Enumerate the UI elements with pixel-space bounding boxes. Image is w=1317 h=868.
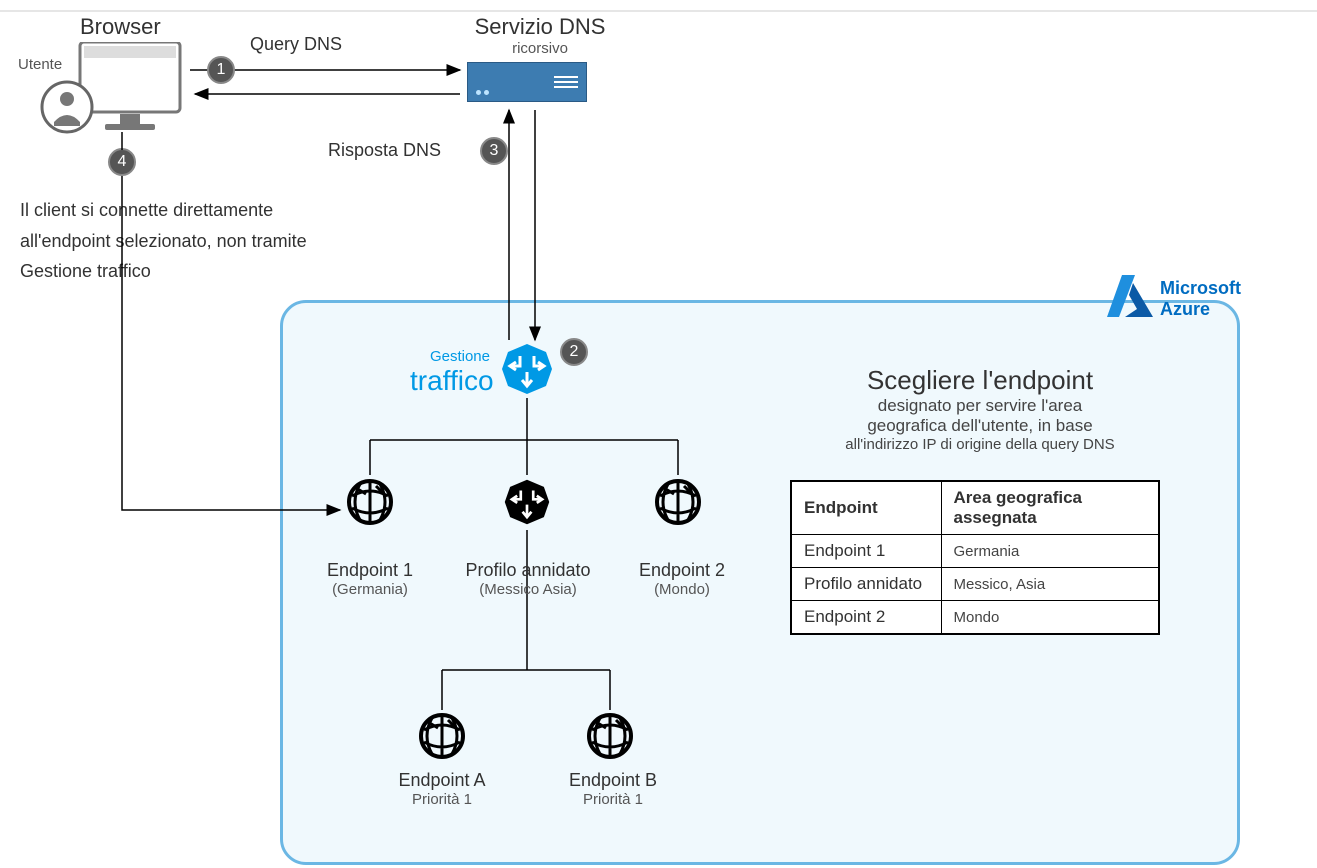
table-row: Endpoint 1 Germania bbox=[791, 535, 1159, 568]
endpoint-a-icon bbox=[418, 712, 466, 765]
table-title-block: Scegliere l'endpoint designato per servi… bbox=[790, 365, 1170, 453]
query-dns-label: Query DNS bbox=[250, 34, 342, 55]
risposta-dns-label: Risposta DNS bbox=[328, 140, 441, 161]
browser-label: Browser bbox=[80, 14, 161, 40]
endpoint-2-icon bbox=[654, 478, 702, 531]
traffic-manager-label: Gestione traffico bbox=[410, 348, 490, 397]
endpoint-1-label: Endpoint 1 (Germania) bbox=[310, 560, 430, 598]
endpoint-2-label: Endpoint 2 (Mondo) bbox=[622, 560, 742, 598]
azure-logo bbox=[1105, 273, 1155, 324]
dns-service-label: Servizio DNS ricorsivo bbox=[450, 14, 630, 57]
table-header-endpoint: Endpoint bbox=[791, 481, 941, 535]
user-icon bbox=[40, 80, 94, 139]
endpoint-assignment-table: Endpoint Area geografica assegnata Endpo… bbox=[790, 480, 1160, 635]
table-header-area: Area geografica assegnata bbox=[941, 481, 1159, 535]
dns-server-icon bbox=[467, 62, 587, 102]
nested-profile-label: Profilo annidato (Messico Asia) bbox=[433, 560, 623, 598]
endpoint-b-icon bbox=[586, 712, 634, 765]
step-3-badge: 3 bbox=[480, 137, 508, 165]
step-2-badge: 2 bbox=[560, 338, 588, 366]
client-note: Il client si connette direttamente all'e… bbox=[20, 195, 307, 287]
utente-label: Utente bbox=[18, 56, 62, 73]
traffic-manager-icon bbox=[500, 342, 554, 401]
step-1-badge: 1 bbox=[207, 56, 235, 84]
endpoint-b-label: Endpoint B Priorità 1 bbox=[553, 770, 673, 808]
endpoint-a-label: Endpoint A Priorità 1 bbox=[382, 770, 502, 808]
table-row: Endpoint 2 Mondo bbox=[791, 601, 1159, 635]
step-4-badge: 4 bbox=[108, 148, 136, 176]
table-row: Profilo annidato Messico, Asia bbox=[791, 568, 1159, 601]
azure-text: Microsoft Azure bbox=[1160, 278, 1241, 320]
endpoint-1-icon bbox=[346, 478, 394, 531]
nested-profile-icon bbox=[503, 478, 551, 531]
